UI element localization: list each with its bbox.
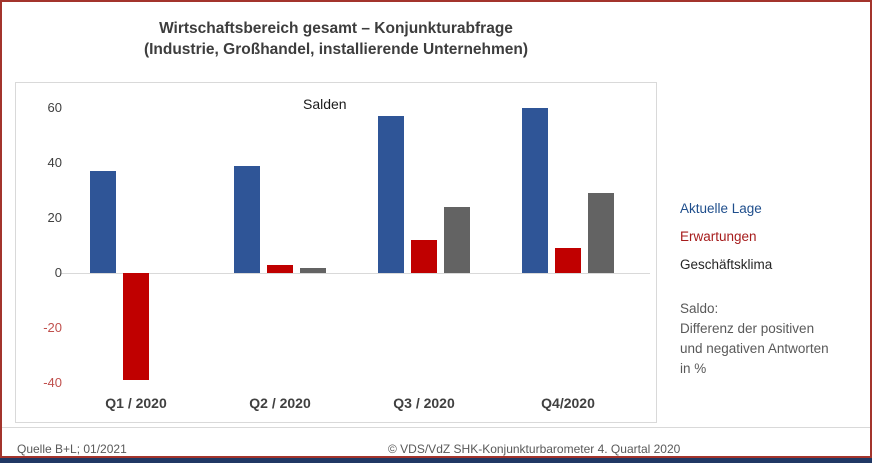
y-tick--40: -40	[43, 375, 62, 390]
bar-erwartungen-q4-2020	[555, 248, 581, 273]
footer-source: Quelle B+L; 01/2021	[17, 442, 127, 456]
bar-gesch-ftsklima-q4-2020	[588, 193, 614, 273]
note-line: Saldo:	[680, 301, 719, 316]
note-line: Differenz der positiven	[680, 321, 815, 336]
bar-gesch-ftsklima-q3-2020	[444, 207, 470, 273]
bar-chart-plot-area: Salden 60 40 20 0 -20 -40 Q1 / 2020 Q2 / 2020 Q…	[15, 82, 657, 423]
bar-aktuelle-lage-q4-2020	[522, 108, 548, 273]
note-line: in %	[680, 361, 707, 376]
saldo-definition-note: Saldo: Differenz der positiven und negativ…	[680, 299, 829, 379]
legend-item-erwartungen: Erwartungen	[680, 229, 757, 244]
y-tick-60: 60	[47, 100, 62, 115]
chart-unit-label: Salden	[303, 96, 347, 112]
note-line: und negativen Antworten	[680, 341, 829, 356]
bar-erwartungen-q3-2020	[411, 240, 437, 273]
title-line-2: (Industrie, Großhandel, installierende U…	[143, 41, 529, 58]
y-tick--20: -20	[43, 320, 62, 335]
page-title: Wirtschaftsbereich gesamt – Konjunkturab…	[15, 18, 657, 60]
x-label-q2-2020: Q2 / 2020	[249, 395, 311, 411]
bar-erwartungen-q1-2020	[123, 273, 149, 381]
bar-aktuelle-lage-q1-2020	[90, 171, 116, 273]
title-line-1: Wirtschaftsbereich gesamt – Konjunkturab…	[159, 20, 513, 37]
footer-divider	[2, 427, 870, 428]
legend-item-aktuelle-lage: Aktuelle Lage	[680, 201, 762, 216]
x-label-q4-2020: Q4/2020	[541, 395, 595, 411]
bar-aktuelle-lage-q2-2020	[234, 165, 260, 273]
y-tick-0: 0	[54, 265, 62, 280]
legend-item-gesch-ftsklima: Geschäftsklima	[680, 257, 773, 272]
zero-axis-line	[61, 273, 650, 274]
bar-erwartungen-q2-2020	[267, 264, 293, 273]
x-label-q1-2020: Q1 / 2020	[105, 395, 167, 411]
x-label-q3-2020: Q3 / 2020	[393, 395, 455, 411]
y-tick-20: 20	[47, 210, 62, 225]
y-tick-40: 40	[47, 155, 62, 170]
legend: Aktuelle Lage Erwartungen Geschäftsklima	[680, 202, 772, 286]
bottom-accent-bar	[0, 458, 872, 463]
bar-aktuelle-lage-q3-2020	[378, 116, 404, 273]
bar-gesch-ftsklima-q2-2020	[300, 267, 326, 273]
footer-copyright: © VDS/VdZ SHK-Konjunkturbarometer 4. Qua…	[388, 442, 681, 456]
